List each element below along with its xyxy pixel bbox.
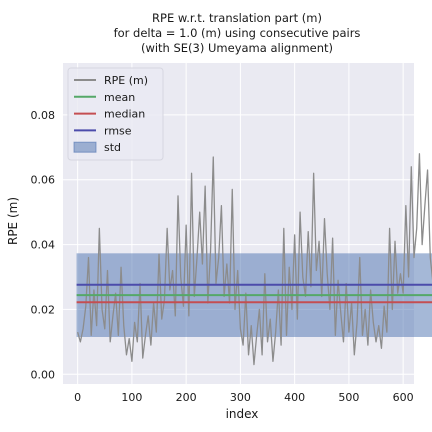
x-tick-label: 0	[74, 391, 81, 404]
x-tick-label: 300	[230, 391, 251, 404]
chart-title-line-1: RPE w.r.t. translation part (m)	[152, 11, 322, 25]
y-axis-ticks: 0.00 0.02 0.04 0.06 0.08	[31, 109, 56, 381]
legend-box	[67, 67, 164, 161]
x-tick-label: 100	[121, 391, 142, 404]
chart-title-line-3: (with SE(3) Umeyama alignment)	[141, 41, 333, 55]
x-tick-label: 500	[338, 391, 359, 404]
x-tick-label: 200	[176, 391, 197, 404]
x-axis-ticks: 0 100 200 300 400 500 600	[74, 391, 414, 404]
x-tick-label: 600	[393, 391, 414, 404]
rpe-series-line	[77, 153, 432, 366]
y-tick-label: 0.02	[31, 303, 56, 316]
y-tick-label: 0.00	[31, 368, 56, 381]
y-tick-label: 0.06	[31, 174, 56, 187]
stat-lines	[76, 283, 432, 304]
legend-swatch-std	[73, 141, 97, 153]
y-axis-label: RPE (m)	[6, 197, 20, 245]
rpe-series	[77, 153, 432, 366]
legend-label: rmse	[104, 124, 132, 137]
x-tick-label: 400	[284, 391, 305, 404]
legend-label: RPE (m)	[104, 74, 148, 87]
y-tick-label: 0.08	[31, 109, 56, 122]
legend: RPE (m) mean median rmse std	[67, 67, 164, 161]
legend-label: median	[104, 108, 145, 121]
legend-label: std	[104, 141, 121, 154]
chart-title: RPE w.r.t. translation part (m) for delt…	[114, 11, 361, 55]
y-tick-label: 0.04	[31, 239, 56, 252]
chart-title-line-2: for delta = 1.0 (m) using consecutive pa…	[114, 26, 361, 40]
legend-label: mean	[104, 91, 135, 104]
x-axis-label: index	[226, 407, 259, 421]
